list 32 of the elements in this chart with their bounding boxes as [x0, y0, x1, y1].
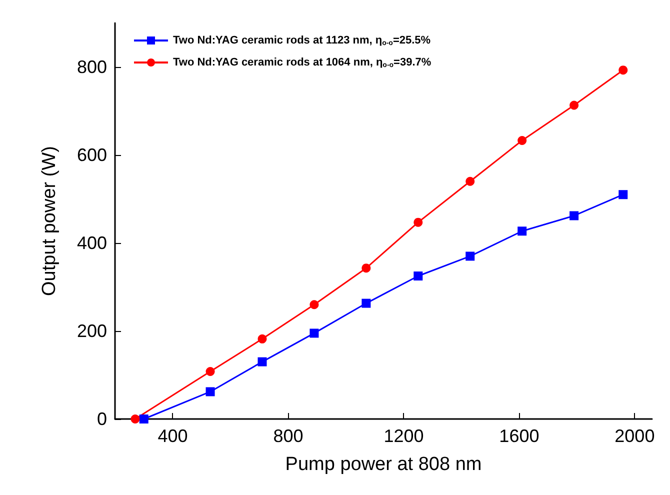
point: [139, 414, 148, 424]
point: [206, 366, 215, 376]
x-tick-label: 1200: [384, 426, 424, 446]
point: [618, 66, 628, 75]
x-tick-label: 800: [273, 426, 304, 446]
point: [414, 272, 423, 280]
point: [310, 328, 319, 338]
point: [362, 264, 371, 273]
y-tick-label: 0: [96, 409, 107, 429]
point: [258, 357, 267, 366]
point: [362, 298, 371, 308]
point: [206, 387, 215, 396]
y-tick-label: 200: [76, 321, 107, 341]
x-tick-label: 2000: [614, 426, 655, 446]
y-tick-label: 600: [76, 145, 107, 165]
x-axis-title: Pump power at 808 nm: [285, 454, 482, 475]
point: [258, 334, 267, 344]
point: [310, 300, 319, 310]
point: [466, 176, 475, 186]
point: [466, 252, 475, 261]
y-tick-label: 400: [76, 233, 107, 253]
point: [130, 414, 140, 424]
y-axis-title: Output power (W): [39, 146, 60, 296]
point: [518, 136, 527, 145]
point: [518, 226, 527, 236]
point: [618, 190, 628, 200]
y-tick-label: 800: [76, 57, 107, 77]
point: [414, 218, 423, 227]
x-tick-label: 400: [158, 426, 188, 446]
point: [570, 100, 579, 110]
point: [570, 211, 579, 220]
x-tick-label: 1600: [499, 426, 540, 446]
